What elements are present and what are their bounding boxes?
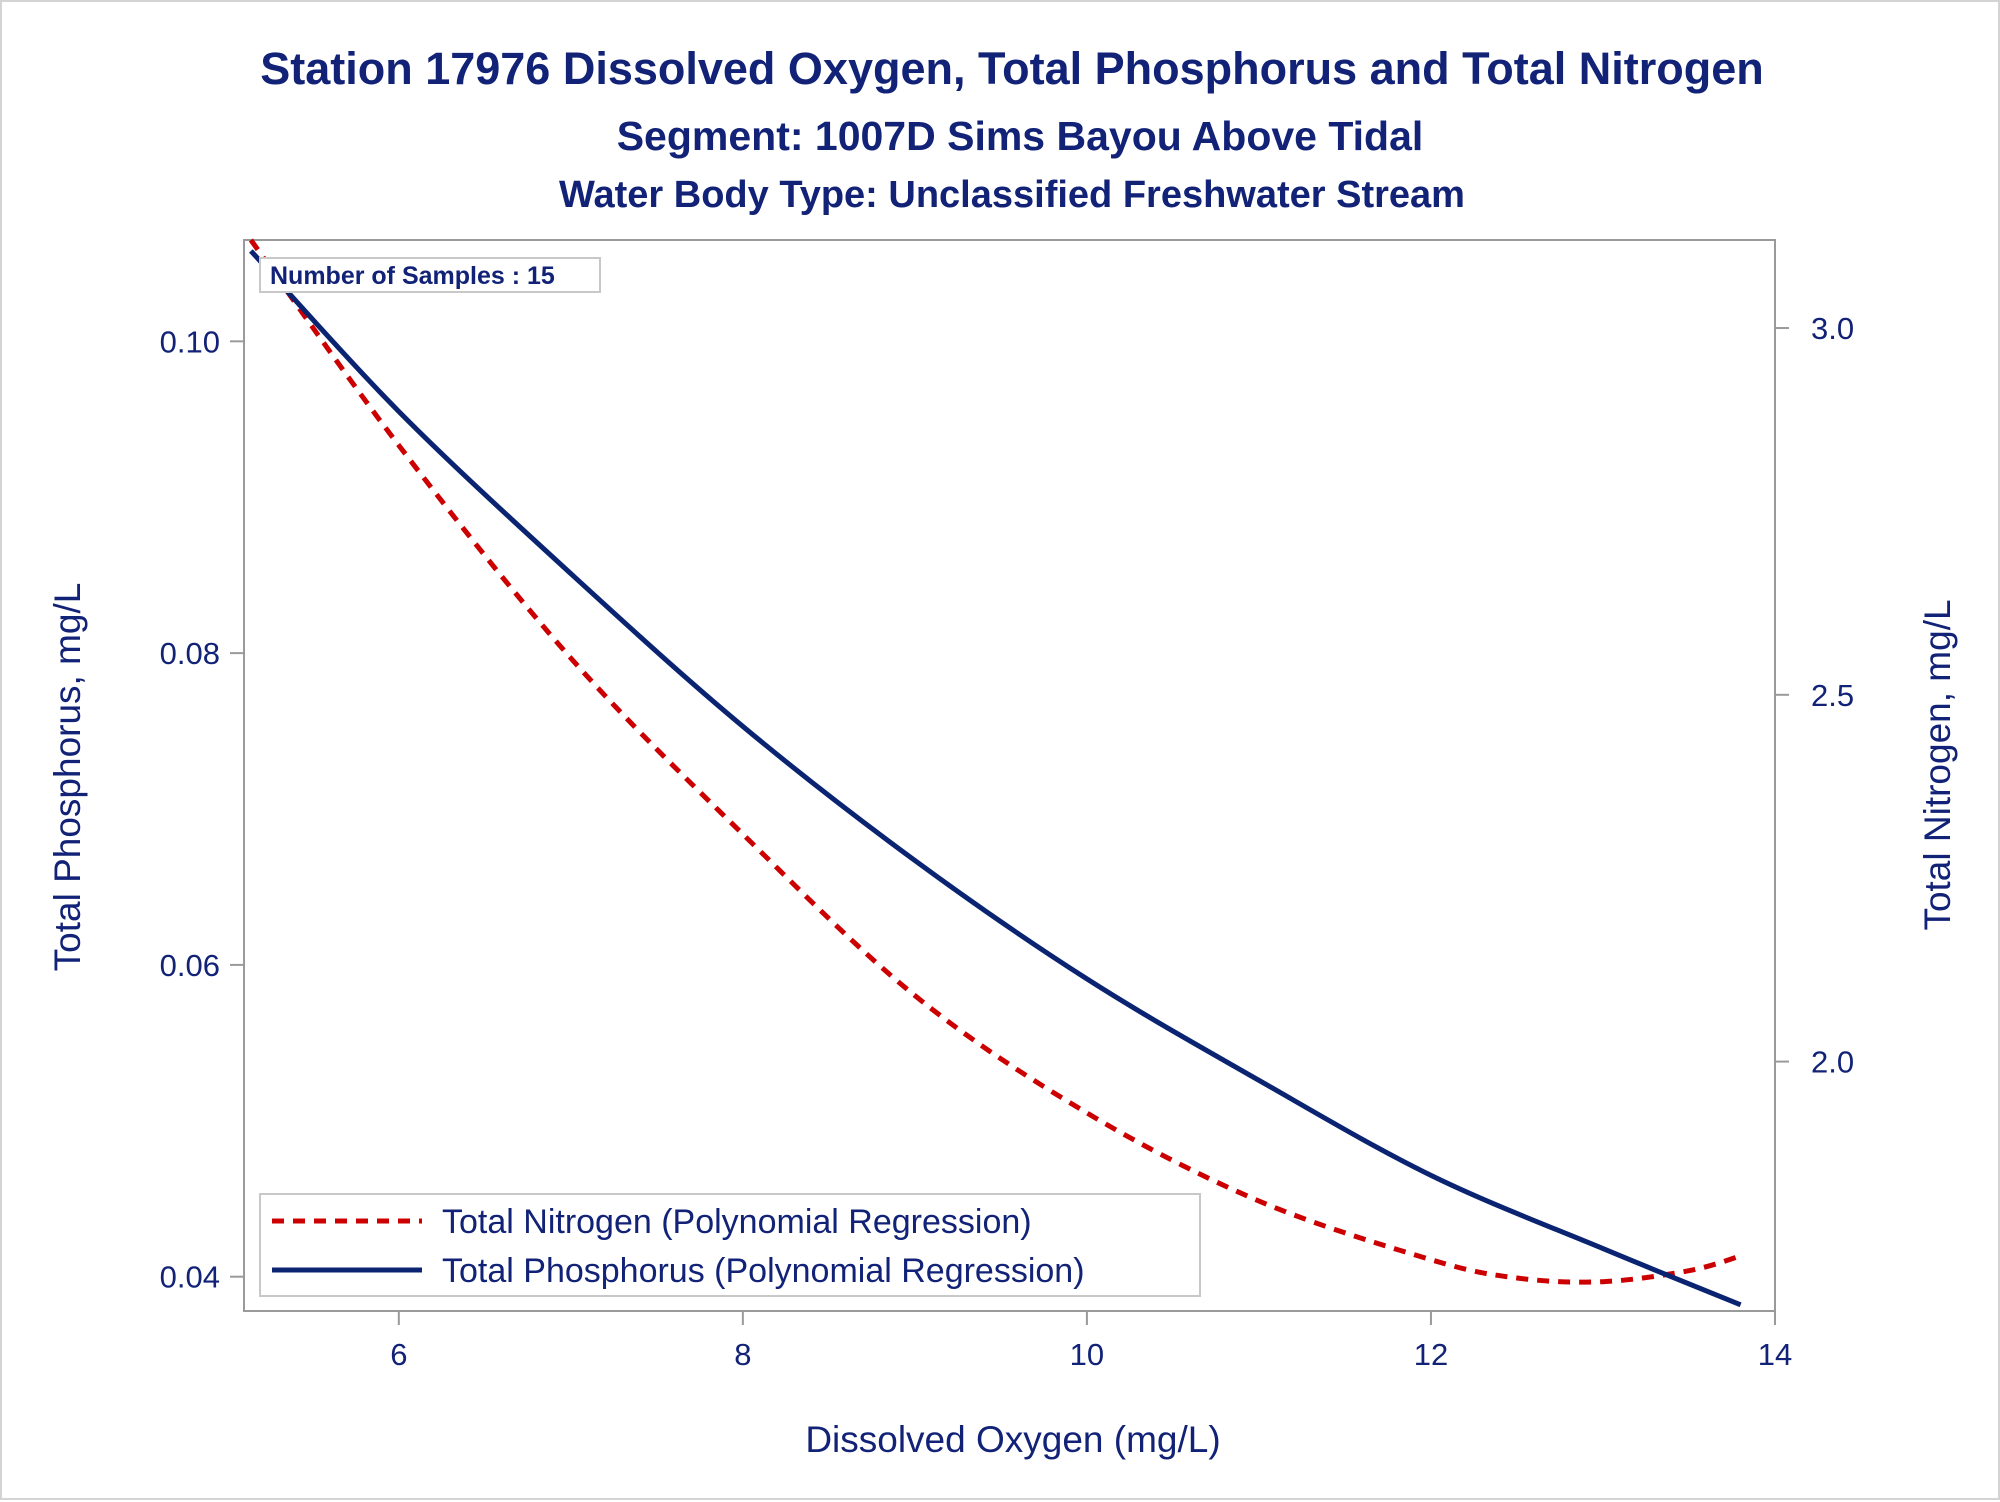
y-right-tick-label: 2.5 (1811, 678, 1854, 713)
legend-label-total-nitrogen: Total Nitrogen (Polynomial Regression) (442, 1203, 1032, 1241)
legend-label-total-phosphorus: Total Phosphorus (Polynomial Regression) (442, 1252, 1085, 1290)
sample-count-annotation: Number of Samples : 15 (259, 257, 601, 293)
x-axis-label: Dissolved Oxygen (mg/L) (805, 1419, 1220, 1460)
x-axis: 6 8 10 12 14 (390, 1311, 1792, 1372)
x-tick-label: 12 (1414, 1337, 1448, 1372)
x-tick-label: 14 (1758, 1337, 1792, 1372)
y-axis-left: 0.04 0.06 0.08 0.10 (160, 324, 244, 1295)
legend: Total Nitrogen (Polynomial Regression) T… (259, 1193, 1201, 1297)
y-axis-right-label: Total Nitrogen, mg/L (1917, 599, 1958, 930)
annotation-text: Number of Samples : 15 (270, 262, 555, 290)
y-right-tick-label: 2.0 (1811, 1045, 1854, 1080)
plot-frame (243, 239, 1776, 1312)
x-tick-label: 8 (734, 1337, 751, 1372)
y-left-tick-label: 0.06 (160, 948, 220, 983)
chart-title: Station 17976 Dissolved Oxygen, Total Ph… (260, 43, 1764, 94)
y-left-tick-label: 0.04 (160, 1260, 220, 1295)
y-left-tick-label: 0.10 (160, 324, 220, 359)
chart-subtitle: Segment: 1007D Sims Bayou Above Tidal (617, 113, 1424, 159)
chart-subtitle-2: Water Body Type: Unclassified Freshwater… (559, 174, 1465, 216)
y-left-tick-label: 0.08 (160, 636, 220, 671)
series-line-total-phosphorus (249, 249, 1742, 1308)
legend-box (259, 1193, 1201, 1297)
y-axis-left-label: Total Phosphorus, mg/L (47, 583, 88, 972)
y-axis-right: 2.0 2.5 3.0 (1775, 311, 1854, 1080)
y-right-tick-label: 3.0 (1811, 311, 1854, 346)
series-line-total-nitrogen (248, 238, 1742, 1285)
x-tick-label: 10 (1070, 1337, 1104, 1372)
annotation-box (259, 257, 601, 293)
x-tick-label: 6 (390, 1337, 407, 1372)
